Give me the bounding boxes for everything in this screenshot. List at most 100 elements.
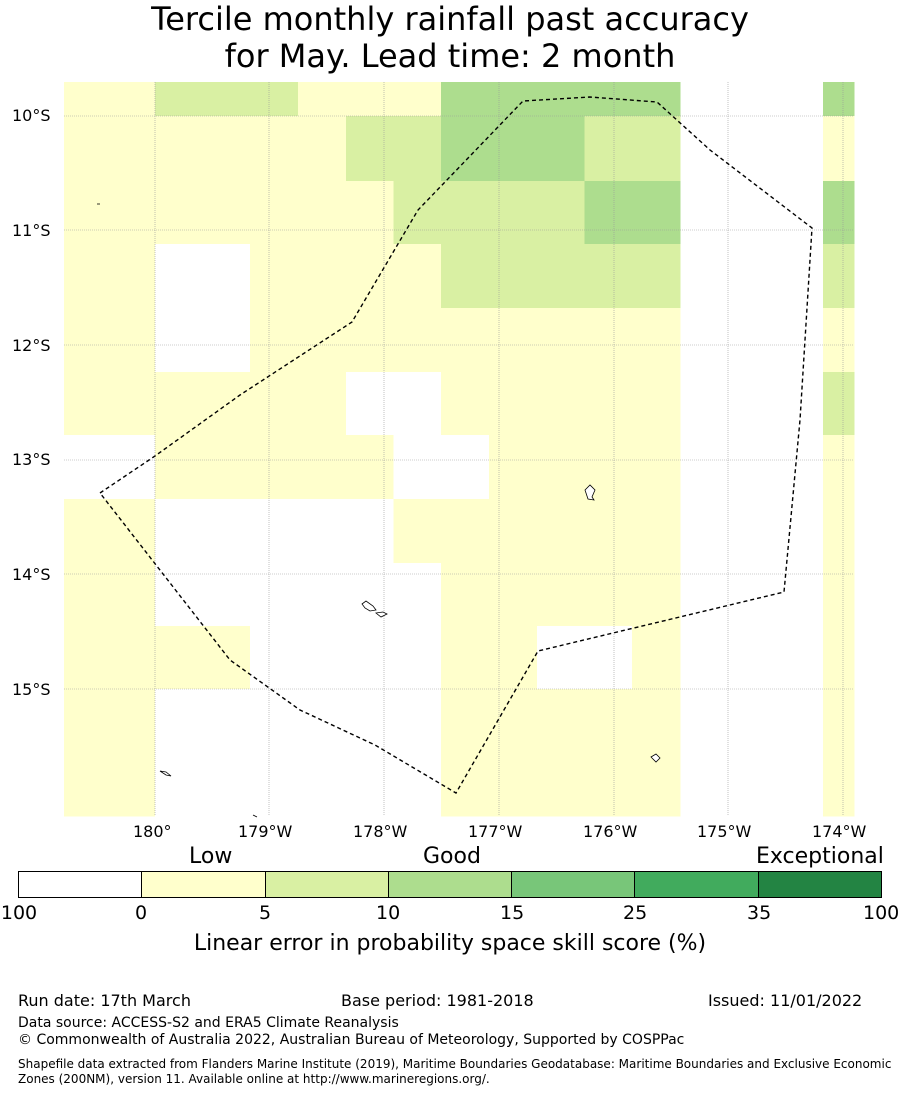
copyright-notice: © Commonwealth of Australia 2022, Austra…	[18, 1032, 685, 1048]
skill-cell	[823, 499, 855, 564]
skill-cell	[632, 499, 681, 564]
skill-cell	[823, 308, 855, 373]
skill-cell	[489, 82, 538, 117]
lat-label-15s: 15°S	[12, 680, 51, 699]
skill-cell	[537, 499, 585, 564]
skill-cell	[202, 435, 251, 500]
skill-cell	[537, 435, 585, 500]
skill-cell	[632, 626, 681, 690]
skill-cell	[393, 372, 442, 436]
skill-cell	[64, 116, 156, 182]
skill-cell	[202, 181, 251, 245]
skill-cell	[64, 181, 156, 245]
skill-cell	[537, 626, 585, 690]
skill-cell	[537, 563, 585, 627]
skill-cell	[441, 435, 490, 500]
skill-cell	[64, 563, 156, 627]
skill-cell	[537, 372, 585, 436]
skill-cell	[441, 499, 490, 564]
island-futuna	[584, 484, 596, 501]
islet-south-edge	[252, 814, 258, 818]
skill-cell	[202, 499, 251, 564]
legend-tick: 0	[135, 902, 148, 924]
skill-cell	[393, 244, 442, 309]
legend-tick: 25	[623, 902, 648, 924]
skill-cell	[298, 689, 347, 754]
legend-tick: 35	[747, 902, 772, 924]
skill-cell	[537, 116, 585, 182]
map-plot	[64, 82, 855, 818]
skill-cell	[632, 82, 681, 117]
skill-cell	[441, 244, 490, 309]
lon-label-178w: 178°W	[353, 822, 408, 841]
skill-cell	[632, 244, 681, 309]
skill-cell	[393, 435, 442, 500]
skill-cell	[441, 82, 490, 117]
skill-cell	[202, 689, 251, 754]
skill-cell	[155, 244, 203, 309]
skill-cell	[64, 82, 156, 117]
skill-cell	[298, 626, 347, 690]
skill-grid	[64, 82, 855, 817]
skill-cell	[489, 435, 538, 500]
skill-cell	[584, 753, 633, 817]
skill-cell	[346, 308, 394, 373]
skill-cell	[441, 116, 490, 182]
skill-cell	[393, 753, 442, 817]
skill-cell	[441, 689, 490, 754]
skill-cell	[346, 244, 394, 309]
skill-cell	[632, 372, 681, 436]
skill-cell	[250, 753, 299, 817]
skill-cell	[250, 563, 299, 627]
skill-cell	[346, 181, 394, 245]
skill-cell	[64, 244, 156, 309]
skill-cell	[202, 753, 251, 817]
skill-cell	[250, 308, 299, 373]
base-period: Base period: 1981-2018	[341, 991, 534, 1010]
island-rotuma-west	[361, 600, 377, 612]
skill-cell	[346, 626, 394, 690]
skill-cell	[298, 82, 347, 117]
skill-cell	[441, 626, 490, 690]
skill-cell	[393, 689, 442, 754]
skill-cell	[489, 626, 538, 690]
skill-cell	[823, 82, 855, 117]
legend-category-good: Good	[423, 844, 481, 869]
skill-cell	[346, 435, 394, 500]
skill-cell	[393, 181, 442, 245]
map-title-line-1: Tercile monthly rainfall past accuracy	[151, 0, 749, 38]
skill-cell	[584, 689, 633, 754]
skill-cell	[250, 181, 299, 245]
skill-cell	[393, 308, 442, 373]
skill-cell	[632, 435, 681, 500]
skill-cell	[393, 626, 442, 690]
legend-category-low: Low	[189, 844, 233, 869]
eez-boundary	[99, 96, 813, 794]
skill-cell	[346, 82, 394, 117]
skill-cell	[155, 372, 203, 436]
skill-cell	[250, 689, 299, 754]
skill-cell	[298, 308, 347, 373]
skill-cell	[346, 689, 394, 754]
skill-cell	[250, 435, 299, 500]
skill-cell	[393, 116, 442, 182]
skill-cell	[632, 753, 681, 817]
skill-cell	[823, 689, 855, 754]
issued-date: Issued: 11/01/2022	[708, 991, 863, 1010]
skill-cell	[155, 626, 203, 690]
skill-cell	[584, 181, 633, 245]
lat-label-13s: 13°S	[12, 450, 51, 469]
lon-label-179w: 179°W	[238, 822, 293, 841]
skill-cell	[632, 689, 681, 754]
skill-cell	[346, 116, 394, 182]
skill-cell	[250, 499, 299, 564]
run-date: Run date: 17th March	[18, 991, 191, 1010]
skill-cell	[823, 435, 855, 500]
skill-cell	[489, 753, 538, 817]
skill-cell	[393, 563, 442, 627]
skill-cell	[632, 116, 681, 182]
skill-cell	[489, 499, 538, 564]
skill-cell	[441, 753, 490, 817]
skill-cell	[64, 308, 156, 373]
skill-cell	[489, 372, 538, 436]
